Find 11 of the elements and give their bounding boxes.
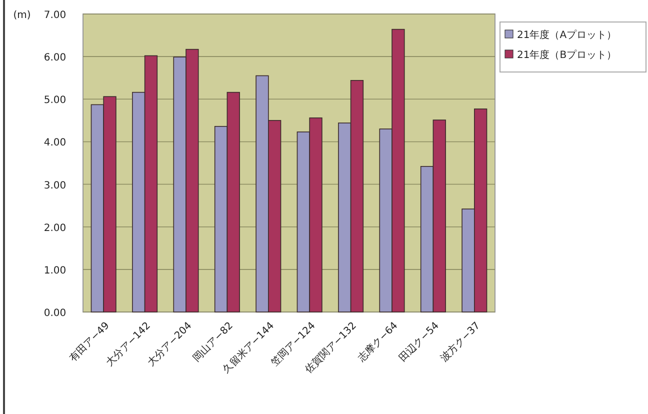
legend-label: 21年度（Bプロット） bbox=[517, 49, 617, 61]
y-tick-label: 1.00 bbox=[44, 265, 66, 276]
y-tick-label: 5.00 bbox=[44, 95, 66, 106]
y-tick-label: 0.00 bbox=[44, 308, 66, 319]
y-tick-label: 7.00 bbox=[44, 10, 66, 21]
y-axis-title: (m) bbox=[13, 10, 31, 21]
y-tick-label: 2.00 bbox=[44, 222, 66, 234]
y-tick-label: 6.00 bbox=[44, 52, 66, 64]
legend-label: 21年度（Aプロット） bbox=[517, 29, 617, 41]
y-tick-label: 3.00 bbox=[44, 180, 66, 192]
y-tick-label: 4.00 bbox=[44, 138, 66, 149]
